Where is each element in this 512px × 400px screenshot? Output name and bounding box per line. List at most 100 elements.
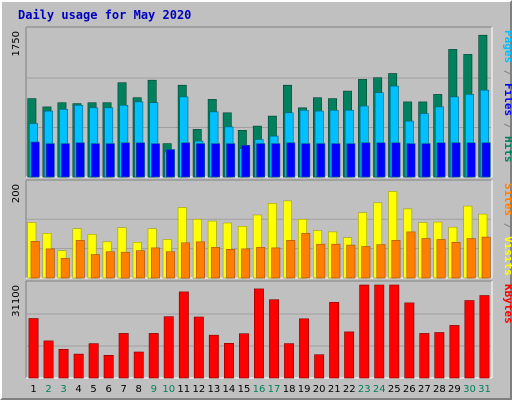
bar-sites-day-11 xyxy=(181,242,190,279)
bar-pages-day-8 xyxy=(136,142,145,178)
bar-sites-day-14 xyxy=(226,249,236,279)
bar-kbytes-day-13 xyxy=(208,334,219,379)
bar-kbytes-day-4 xyxy=(73,353,84,379)
bar-sites-day-1 xyxy=(30,241,40,279)
x-tick-label: 10 xyxy=(162,384,175,395)
bar-kbytes-day-29 xyxy=(449,325,460,379)
bar-pages-day-2 xyxy=(45,143,55,178)
x-tick-label: 9 xyxy=(151,384,157,395)
panel-visits-sites: 200 Sites / Visits xyxy=(11,179,512,279)
bar-kbytes-day-18 xyxy=(284,343,294,379)
bar-pages-day-15 xyxy=(241,145,251,178)
legend-separator: / xyxy=(502,216,512,236)
x-tick-label: 26 xyxy=(403,384,416,395)
bar-sites-day-12 xyxy=(196,241,205,279)
side-legend-hits_panel: Pages / Files / Hits xyxy=(502,30,512,163)
bar-sites-day-24 xyxy=(376,244,386,279)
bar-pages-day-7 xyxy=(120,142,130,178)
x-tick-label: 25 xyxy=(388,384,401,395)
bar-pages-day-29 xyxy=(451,142,461,178)
bar-pages-day-1 xyxy=(30,141,40,178)
x-tick-label: 27 xyxy=(418,384,431,395)
bar-pages-day-19 xyxy=(301,143,311,178)
bar-kbytes-day-8 xyxy=(133,351,144,379)
bar-sites-day-23 xyxy=(361,246,371,279)
bar-sites-day-20 xyxy=(316,243,326,279)
bar-pages-day-31 xyxy=(481,142,491,178)
chart-title: Daily usage for May 2020 xyxy=(18,8,191,22)
bar-kbytes-day-9 xyxy=(148,333,159,379)
bar-pages-day-16 xyxy=(256,143,266,178)
bar-sites-day-2 xyxy=(45,248,55,279)
bar-sites-day-31 xyxy=(481,236,491,279)
bar-sites-day-28 xyxy=(436,239,446,279)
bar-kbytes-day-3 xyxy=(58,348,69,379)
bar-kbytes-day-27 xyxy=(419,333,430,379)
bar-pages-day-28 xyxy=(436,142,446,178)
bar-kbytes-day-17 xyxy=(269,299,279,379)
bar-pages-day-30 xyxy=(466,142,476,178)
bar-sites-day-3 xyxy=(60,257,70,279)
bar-kbytes-day-6 xyxy=(103,354,114,379)
legend-separator: / xyxy=(502,116,512,136)
bar-sites-day-16 xyxy=(256,247,266,279)
bar-pages-day-3 xyxy=(60,143,70,178)
x-tick-label: 13 xyxy=(208,384,221,395)
x-tick-label: 8 xyxy=(136,384,142,395)
side-legend-kbytes_panel: KBytes xyxy=(502,284,512,324)
bar-pages-day-22 xyxy=(346,143,356,178)
bar-kbytes-day-26 xyxy=(404,302,415,379)
legend-hits: Hits xyxy=(502,136,512,163)
bar-kbytes-day-11 xyxy=(178,291,189,379)
x-tick-label: 5 xyxy=(90,384,96,395)
bar-kbytes-day-5 xyxy=(88,343,99,379)
bar-kbytes-day-21 xyxy=(329,301,340,379)
y-max-label: 31100 xyxy=(11,285,22,317)
bar-sites-day-17 xyxy=(271,247,281,279)
x-tick-label: 1 xyxy=(30,384,36,395)
bar-kbytes-day-12 xyxy=(193,316,204,379)
bar-sites-day-6 xyxy=(105,251,115,279)
bar-kbytes-day-30 xyxy=(464,300,475,379)
bar-pages-day-9 xyxy=(151,143,160,178)
y-max-label: 200 xyxy=(11,184,22,203)
x-tick-label: 31 xyxy=(478,384,491,395)
x-tick-label: 30 xyxy=(463,384,476,395)
x-tick-label: 11 xyxy=(177,384,190,395)
x-tick-label: 15 xyxy=(238,384,251,395)
legend-files: Files xyxy=(502,83,512,116)
side-legend-visits_panel: Sites / Visits xyxy=(502,183,512,276)
bar-pages-day-20 xyxy=(316,143,326,178)
bar-sites-day-19 xyxy=(301,233,311,279)
bar-kbytes-day-22 xyxy=(344,331,355,379)
panel-hits-files-pages: 1750 Pages / Files / Hits xyxy=(11,26,512,178)
y-max-label: 1750 xyxy=(11,31,22,56)
bar-sites-day-27 xyxy=(421,238,431,279)
bar-kbytes-day-28 xyxy=(434,332,445,379)
x-tick-label: 4 xyxy=(75,384,81,395)
bar-kbytes-day-31 xyxy=(479,295,490,379)
x-tick-label: 28 xyxy=(433,384,446,395)
bar-pages-day-10 xyxy=(166,149,175,178)
bar-pages-day-17 xyxy=(271,143,281,178)
legend-visits: Visits xyxy=(502,236,512,276)
x-tick-label: 2 xyxy=(45,384,51,395)
bar-sites-day-25 xyxy=(391,240,401,279)
bar-pages-day-18 xyxy=(286,142,296,178)
x-tick-label: 16 xyxy=(253,384,266,395)
bar-sites-day-26 xyxy=(406,231,416,279)
x-tick-label: 23 xyxy=(358,384,371,395)
x-tick-label: 24 xyxy=(373,384,386,395)
bar-pages-day-11 xyxy=(181,142,190,178)
bar-pages-day-14 xyxy=(226,143,236,178)
bar-kbytes-day-23 xyxy=(359,284,370,379)
x-tick-label: 12 xyxy=(193,384,206,395)
panel-kbytes: 31100 KBytes xyxy=(11,280,512,379)
bar-kbytes-day-24 xyxy=(374,284,385,379)
bar-kbytes-day-14 xyxy=(224,342,234,379)
x-tick-label: 17 xyxy=(268,384,281,395)
x-tick-label: 20 xyxy=(313,384,326,395)
x-tick-label: 7 xyxy=(121,384,127,395)
legend-sites: Sites xyxy=(502,183,512,216)
bar-pages-day-12 xyxy=(196,143,205,178)
